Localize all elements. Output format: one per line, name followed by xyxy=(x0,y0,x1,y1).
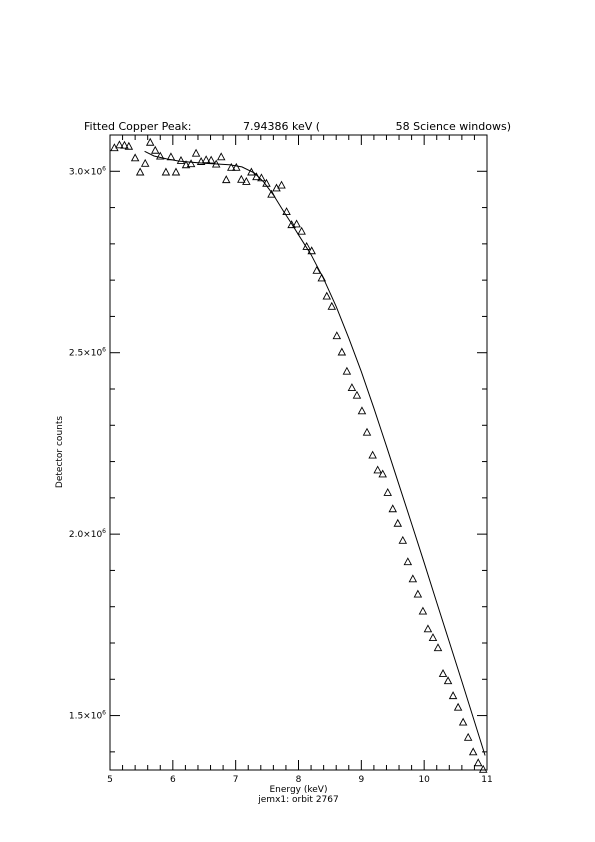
title-label: Fitted Copper Peak: xyxy=(84,120,191,133)
data-point xyxy=(176,155,186,164)
data-point xyxy=(317,273,327,282)
x-tick-label: 7 xyxy=(233,775,239,785)
data-point xyxy=(418,606,428,615)
y-axis-label: Detector counts xyxy=(55,416,65,488)
data-point xyxy=(282,207,291,216)
data-point xyxy=(237,174,246,183)
data-point xyxy=(438,669,448,677)
y-tick-label: 3.0×106 xyxy=(69,165,106,177)
data-point xyxy=(297,226,306,235)
data-point xyxy=(196,157,206,165)
title-value: 7.94386 keV ( xyxy=(243,120,320,133)
data-point xyxy=(166,152,176,161)
data-point xyxy=(448,691,458,700)
data-point xyxy=(398,535,408,544)
title-windows: 58 Science windows) xyxy=(396,120,511,133)
data-point xyxy=(252,172,261,181)
y-tick-labels: 1.5×106 2.0×106 2.5×106 3.0×106 xyxy=(69,165,106,721)
data-point xyxy=(322,291,332,300)
data-point xyxy=(186,159,196,168)
x-tick-labels: 5 6 7 8 9 10 11 xyxy=(107,775,493,785)
data-point xyxy=(227,162,236,171)
data-point xyxy=(181,160,191,169)
data-point xyxy=(242,176,251,185)
data-point xyxy=(124,141,134,150)
data-point xyxy=(332,331,342,340)
data-point xyxy=(368,450,377,459)
data-point xyxy=(413,589,423,598)
data-point xyxy=(342,366,352,375)
data-point xyxy=(292,219,301,228)
data-point xyxy=(161,167,171,176)
data-point xyxy=(232,162,241,171)
data-point xyxy=(206,155,216,164)
data-point xyxy=(393,518,403,527)
data-point xyxy=(403,557,413,566)
x-tick-label: 9 xyxy=(358,775,364,785)
data-point xyxy=(443,676,453,685)
x-tick-label: 11 xyxy=(481,775,492,785)
x-tick-label: 8 xyxy=(296,775,302,785)
data-point xyxy=(352,390,362,399)
data-point xyxy=(428,633,438,642)
data-point xyxy=(373,465,382,474)
data-point xyxy=(468,747,478,756)
data-point xyxy=(211,159,221,168)
data-point xyxy=(327,301,337,310)
data-point xyxy=(312,265,321,274)
data-point xyxy=(262,178,271,187)
fit-line xyxy=(144,150,486,756)
data-point xyxy=(145,137,155,146)
data-point xyxy=(378,469,387,478)
x-axis-label: Energy (keV) xyxy=(270,785,328,795)
data-point xyxy=(478,764,488,773)
plot-frame xyxy=(109,134,488,771)
data-point xyxy=(191,148,201,157)
y-tick-label: 1.5×106 xyxy=(69,710,106,722)
data-point xyxy=(362,427,372,436)
data-point xyxy=(156,151,165,160)
data-point xyxy=(115,140,124,149)
data-point xyxy=(287,220,296,229)
data-point xyxy=(433,643,443,652)
x-tick-label: 5 xyxy=(107,775,113,785)
data-point xyxy=(267,189,276,198)
data-point xyxy=(221,175,231,184)
data-point xyxy=(201,155,211,164)
data-point xyxy=(130,153,140,162)
data-point xyxy=(171,167,181,176)
data-point xyxy=(357,406,367,415)
data-point xyxy=(453,702,463,711)
data-point xyxy=(150,145,160,154)
data-point xyxy=(383,487,392,496)
data-point xyxy=(302,241,311,250)
data-point xyxy=(140,158,150,167)
data-points xyxy=(110,137,488,773)
data-point xyxy=(120,140,129,149)
data-point xyxy=(458,717,468,726)
data-point xyxy=(463,732,473,741)
data-point xyxy=(347,383,357,391)
data-point xyxy=(388,504,398,513)
data-point xyxy=(216,152,226,161)
data-point xyxy=(473,758,483,767)
data-point xyxy=(257,173,266,182)
data-point xyxy=(277,180,286,189)
y-tick-label: 2.5×106 xyxy=(69,347,106,359)
chart-title: Fitted Copper Peak: 7.94386 keV ( 58 Sci… xyxy=(84,120,511,133)
data-point xyxy=(423,624,433,633)
x-tick-label: 10 xyxy=(418,775,430,785)
data-point xyxy=(408,574,418,583)
data-point xyxy=(307,246,316,255)
chart-subtitle: jemx1: orbit 2767 xyxy=(257,795,338,805)
data-point xyxy=(135,167,145,176)
x-tick-label: 6 xyxy=(170,775,176,785)
axis-ticks xyxy=(109,134,488,770)
data-point xyxy=(337,347,347,356)
data-point xyxy=(247,167,256,176)
y-tick-label: 2.0×106 xyxy=(69,528,106,540)
